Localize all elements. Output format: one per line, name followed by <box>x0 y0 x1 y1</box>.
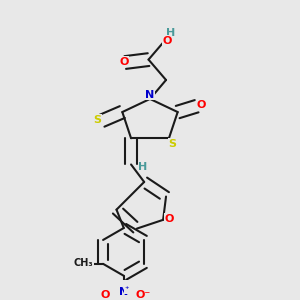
Text: O: O <box>119 57 128 67</box>
Text: H: H <box>166 28 175 38</box>
Text: O⁻: O⁻ <box>135 290 150 300</box>
Text: N: N <box>119 287 128 297</box>
Text: ⁺: ⁺ <box>124 285 129 294</box>
Text: S: S <box>94 115 102 125</box>
Text: CH₃: CH₃ <box>74 258 93 268</box>
Text: S: S <box>168 139 176 148</box>
Text: O: O <box>162 36 172 46</box>
Text: H: H <box>138 162 147 172</box>
Text: O: O <box>164 214 174 224</box>
Text: O: O <box>100 290 110 300</box>
Text: N: N <box>146 90 154 100</box>
Text: O: O <box>196 100 206 110</box>
